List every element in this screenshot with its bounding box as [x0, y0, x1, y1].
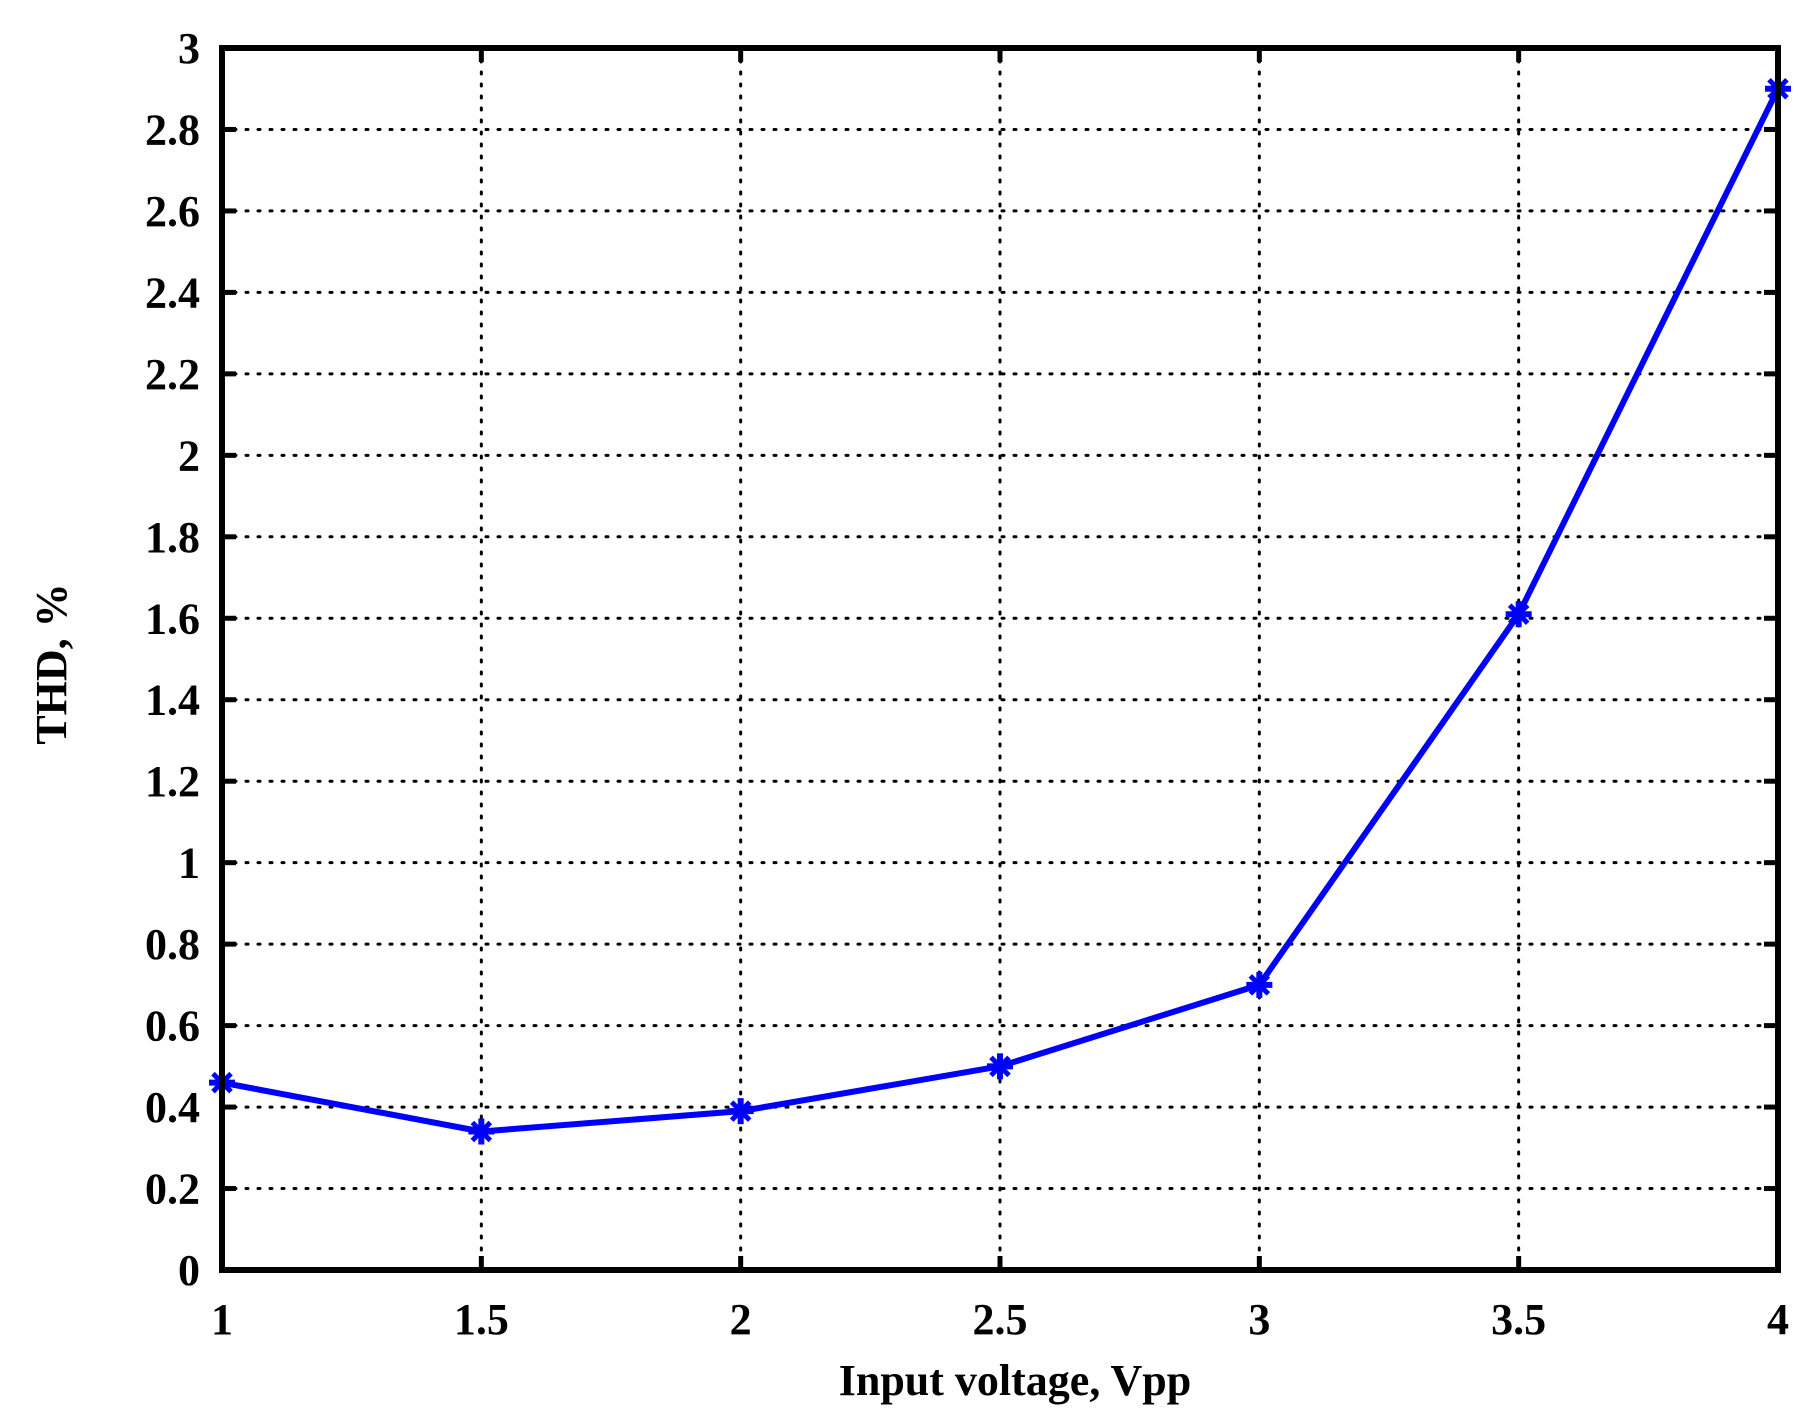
x-tick-label: 3.5	[1491, 1295, 1546, 1344]
data-point-marker	[727, 1098, 754, 1125]
marker-stroke	[989, 1055, 1011, 1078]
marker-stroke	[470, 1120, 493, 1143]
x-tick-label: 2	[730, 1295, 752, 1344]
y-axis-label: THD, %	[27, 583, 76, 744]
data-point-marker	[1246, 971, 1273, 998]
y-tick-label: 3	[178, 24, 200, 73]
y-tick-labels: 0 0.2 0.4 0.6 0.8 1 1.2 1.4 1.6 1.8 2 2.2 2.4 2.6 2.8 3	[145, 24, 200, 1295]
x-tick-label: 1	[211, 1295, 233, 1344]
y-tick-label: 0.2	[145, 1165, 200, 1214]
data-point-marker	[987, 1053, 1013, 1080]
y-tick-label: 0.8	[145, 920, 200, 969]
x-axis-label: Input voltage, Vpp	[839, 1356, 1192, 1405]
x-tick-label: 4	[1767, 1295, 1789, 1344]
x-tick-label: 1.5	[454, 1295, 509, 1344]
y-tick-label: 2.6	[145, 187, 200, 236]
y-tick-label: 2.8	[145, 105, 200, 154]
y-tick-label: 0.4	[145, 1083, 200, 1132]
y-tick-label: 1.8	[145, 513, 200, 562]
y-tick-label: 2.2	[145, 350, 200, 399]
grid-lines	[220, 46, 1780, 1272]
marker-stroke	[729, 1100, 752, 1122]
y-tick-label: 2.4	[145, 268, 200, 317]
data-point-marker	[468, 1118, 495, 1145]
x-tick-label: 2.5	[973, 1295, 1028, 1344]
data-point-marker	[1505, 601, 1532, 628]
y-tick-label: 2	[178, 431, 200, 480]
y-tick-label: 0.6	[145, 1002, 200, 1051]
marker-stroke	[1507, 603, 1530, 625]
y-tick-label: 1.4	[145, 676, 200, 725]
y-tick-label: 1.2	[145, 757, 200, 806]
y-tick-label: 1.6	[145, 594, 200, 643]
x-tick-label: 3	[1248, 1295, 1270, 1344]
y-tick-label: 1	[178, 839, 200, 888]
marker-stroke	[1248, 974, 1271, 996]
x-tick-labels: 1 1.5 2 2.5 3 3.5 4	[211, 1295, 1789, 1344]
y-tick-label: 0	[178, 1246, 200, 1295]
tick-marks	[219, 45, 1781, 1273]
